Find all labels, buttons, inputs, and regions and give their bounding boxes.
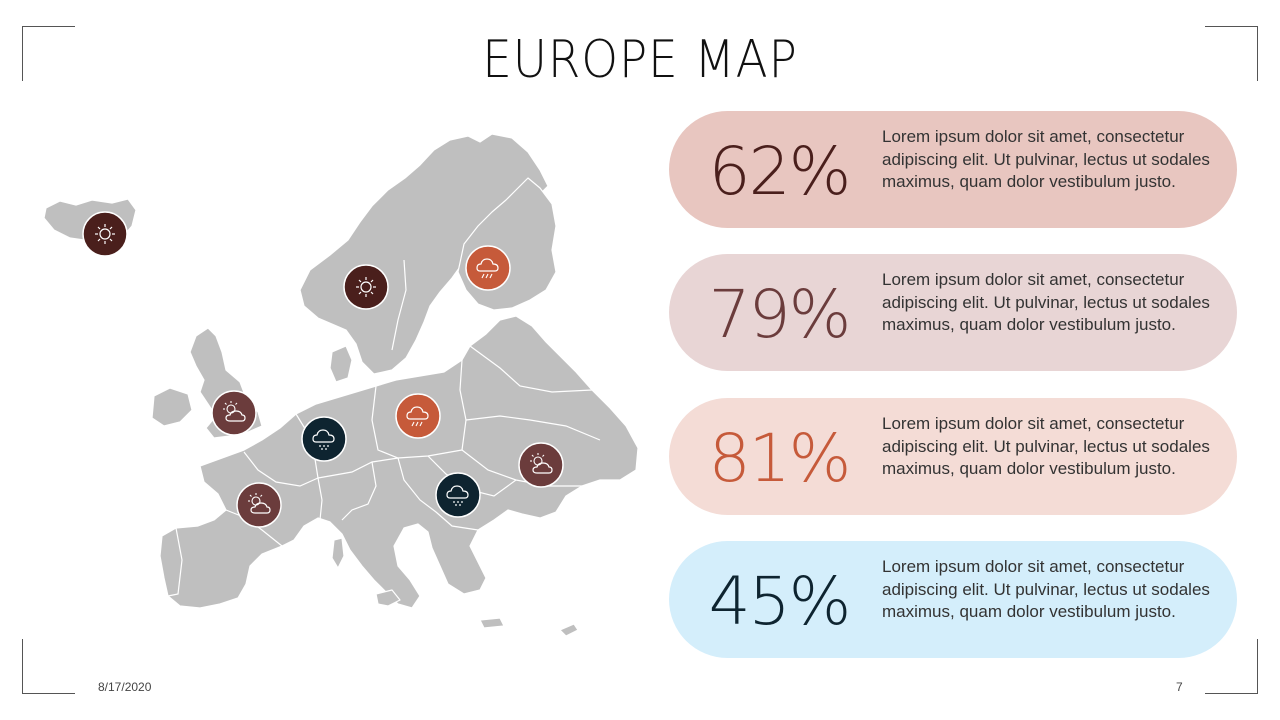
corner-frame-top-right	[1205, 26, 1258, 81]
country-sicily	[375, 589, 401, 607]
stat-card-3: 81% Lorem ipsum dolor sit amet, consecte…	[669, 398, 1237, 515]
stat-card-4: 45% Lorem ipsum dolor sit amet, consecte…	[669, 541, 1237, 658]
stat-description: Lorem ipsum dolor sit amet, consectetur …	[882, 414, 1210, 478]
corner-frame-bottom-left	[22, 639, 75, 694]
stat-value: 79%	[708, 276, 852, 353]
country-denmark	[329, 345, 353, 383]
slide-page-number: 7	[1176, 680, 1183, 694]
stat-value: 81%	[708, 420, 852, 497]
country-ireland	[151, 387, 193, 427]
stat-description: Lorem ipsum dolor sit amet, consectetur …	[882, 270, 1210, 334]
country-sardinia	[331, 537, 345, 569]
country-uk	[189, 327, 263, 439]
europe-map	[43, 133, 639, 637]
stat-description: Lorem ipsum dolor sit amet, consectetur …	[882, 557, 1210, 621]
slide-title: EUROPE MAP	[482, 30, 798, 90]
stat-card-2: 79% Lorem ipsum dolor sit amet, consecte…	[669, 254, 1237, 371]
corner-frame-top-left	[22, 26, 75, 81]
country-crete	[479, 617, 505, 629]
corner-frame-bottom-right	[1205, 639, 1258, 694]
stat-value: 62%	[708, 133, 852, 210]
stat-description: Lorem ipsum dolor sit amet, consectetur …	[882, 127, 1210, 191]
slide-date: 8/17/2020	[98, 680, 152, 694]
country-iceland	[43, 198, 137, 245]
stat-value: 45%	[708, 563, 852, 640]
country-cyprus	[559, 623, 579, 637]
stat-card-1: 62% Lorem ipsum dolor sit amet, consecte…	[669, 111, 1237, 228]
